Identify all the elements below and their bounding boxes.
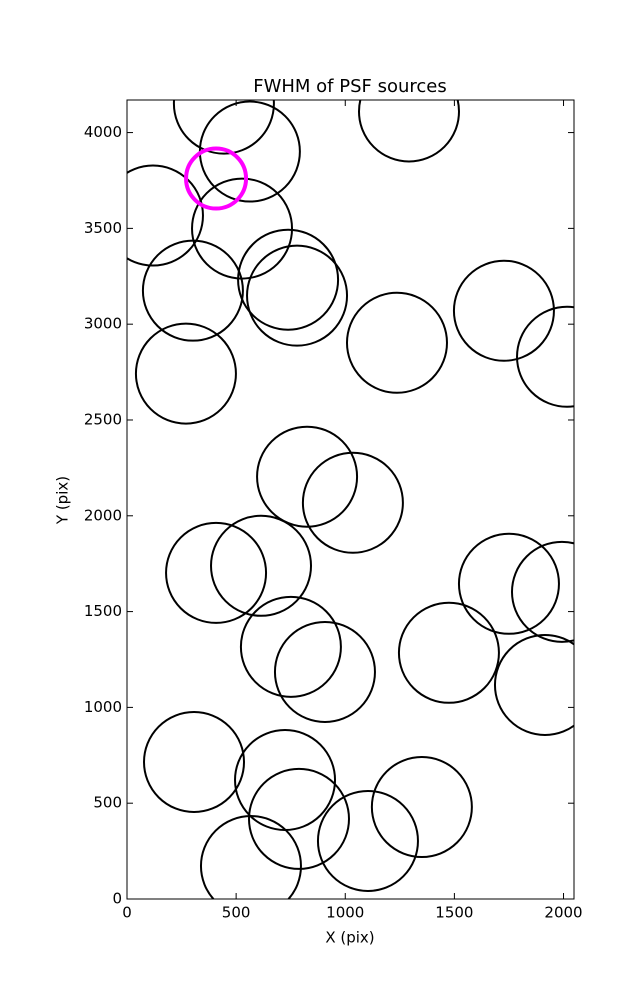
y-tick-label: 2000 <box>84 506 122 524</box>
chart-title: FWHM of PSF sources <box>253 76 447 97</box>
source-circle <box>457 532 560 635</box>
source-circle <box>165 521 268 624</box>
y-tick-label: 1000 <box>84 698 122 716</box>
y-tick-label: 4000 <box>84 123 122 141</box>
source-circle <box>247 767 350 870</box>
source-circle <box>239 595 342 698</box>
source-circle <box>273 620 376 723</box>
source-circle <box>397 601 500 704</box>
source-circle <box>493 633 574 736</box>
source-circle <box>358 100 460 163</box>
highlighted-source <box>184 146 249 211</box>
source-circle <box>237 228 340 331</box>
source-circle <box>172 100 275 155</box>
source-circle <box>301 451 404 554</box>
x-axis-label: X (pix) <box>325 929 374 947</box>
x-tick-label: 1000 <box>326 904 364 922</box>
source-circle <box>345 291 448 394</box>
source-circle <box>516 305 574 408</box>
source-circle <box>452 259 555 362</box>
source-circle <box>143 711 246 814</box>
source-circle <box>134 322 237 425</box>
y-tick-label: 3500 <box>84 219 122 237</box>
y-axis-label: Y (pix) <box>54 476 72 525</box>
source-circle <box>210 514 313 617</box>
y-tick-label: 1500 <box>84 602 122 620</box>
source-circle <box>127 164 204 267</box>
x-tick-label: 1500 <box>435 904 473 922</box>
x-tick-label: 0 <box>122 904 132 922</box>
source-circle <box>511 540 574 643</box>
source-circle <box>246 244 349 347</box>
y-tick-label: 3000 <box>84 315 122 333</box>
plot-area <box>127 100 574 899</box>
source-circle <box>199 815 302 899</box>
source-circle <box>370 756 473 859</box>
y-tick-label: 500 <box>93 794 122 812</box>
source-circle <box>141 239 244 342</box>
y-tick-label: 2500 <box>84 410 122 428</box>
source-circle <box>316 789 419 892</box>
x-tick-label: 2000 <box>544 904 582 922</box>
x-tick-label: 500 <box>222 904 251 922</box>
y-tick-label: 0 <box>112 890 122 908</box>
plot-frame <box>126 99 575 900</box>
source-circle <box>256 425 359 528</box>
